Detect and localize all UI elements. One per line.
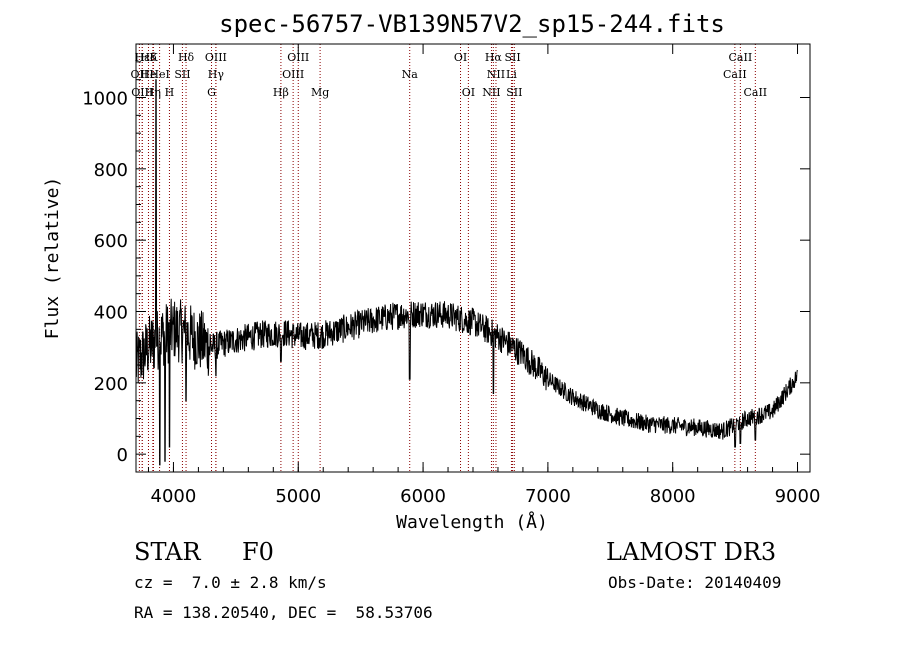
line-marker-label: SII — [504, 51, 520, 64]
line-marker-label: Hε — [135, 51, 151, 64]
line-marker-label: Li — [506, 68, 517, 81]
line-marker-label: OI — [454, 51, 467, 64]
y-tick-label: 200 — [94, 374, 128, 395]
line-marker-label: HeI — [149, 68, 169, 81]
line-marker-label: H — [165, 86, 175, 99]
y-tick-label: 800 — [94, 160, 128, 181]
line-marker-label: OIII — [131, 86, 153, 99]
redshift-readout: cz = 7.0 ± 2.8 km/s — [134, 573, 327, 592]
line-marker-label: CaII — [723, 68, 747, 81]
line-marker-label: G — [207, 86, 216, 99]
line-marker-label: SII — [506, 86, 522, 99]
object-class: STAR — [134, 538, 201, 566]
line-marker-label: OI — [462, 86, 475, 99]
y-tick-label: 0 — [117, 445, 128, 466]
spectrum-line — [135, 79, 798, 466]
y-tick-label: 400 — [94, 303, 128, 324]
y-axis-ticks: 0 200 400 600 800 1000 — [82, 61, 810, 466]
line-marker-label: Na — [402, 68, 419, 81]
x-tick-label: 6000 — [400, 486, 446, 507]
line-marker-label: OII — [131, 68, 149, 81]
line-marker-label: OIII — [282, 68, 304, 81]
spectrum-chart: spec-56757-VB139N57V2_sp15-244.fits HεHδ… — [42, 10, 821, 533]
line-marker-label: OIII — [287, 51, 309, 64]
line-marker-label: NII — [487, 68, 505, 81]
object-subclass: F0 — [242, 538, 274, 566]
y-axis-label: Flux (relative) — [42, 177, 63, 340]
line-marker-label: He — [140, 68, 156, 81]
x-tick-label: 7000 — [525, 486, 571, 507]
line-marker-label: SII — [174, 68, 190, 81]
chart-title: spec-56757-VB139N57V2_sp15-244.fits — [219, 10, 725, 38]
x-tick-label: 4000 — [151, 486, 197, 507]
line-marker-label: CaII — [729, 51, 753, 64]
line-marker-label: K — [149, 51, 158, 64]
line-marker-label: Hα — [485, 51, 503, 64]
y-tick-label: 1000 — [82, 89, 128, 110]
survey-name: LAMOST DR3 — [606, 538, 777, 566]
line-marker-label: Hγ — [208, 68, 225, 81]
y-tick-label: 600 — [94, 231, 128, 252]
coordinates: RA = 138.20540, DEC = 58.53706 — [134, 603, 433, 622]
line-marker-label: Hδ — [178, 51, 195, 64]
plot-frame — [135, 43, 811, 473]
line-marker-label: Mg — [311, 86, 329, 99]
obs-date: Obs-Date: 20140409 — [608, 573, 782, 592]
line-marker-label: Hδ — [140, 51, 157, 64]
x-tick-label: 5000 — [275, 486, 321, 507]
line-marker-label: OIII — [205, 51, 227, 64]
x-axis-label: Wavelength (Å) — [396, 511, 548, 533]
x-tick-label: 8000 — [650, 486, 696, 507]
x-axis-ticks: 4000 5000 6000 7000 8000 9000 — [147, 44, 821, 507]
line-marker-label: NII — [482, 86, 500, 99]
line-marker-label: Hβ — [273, 86, 289, 99]
line-marker-label: Hη — [145, 86, 161, 99]
line-marker-label: CaII — [743, 86, 767, 99]
x-tick-label: 9000 — [775, 486, 821, 507]
line-markers — [138, 44, 756, 472]
